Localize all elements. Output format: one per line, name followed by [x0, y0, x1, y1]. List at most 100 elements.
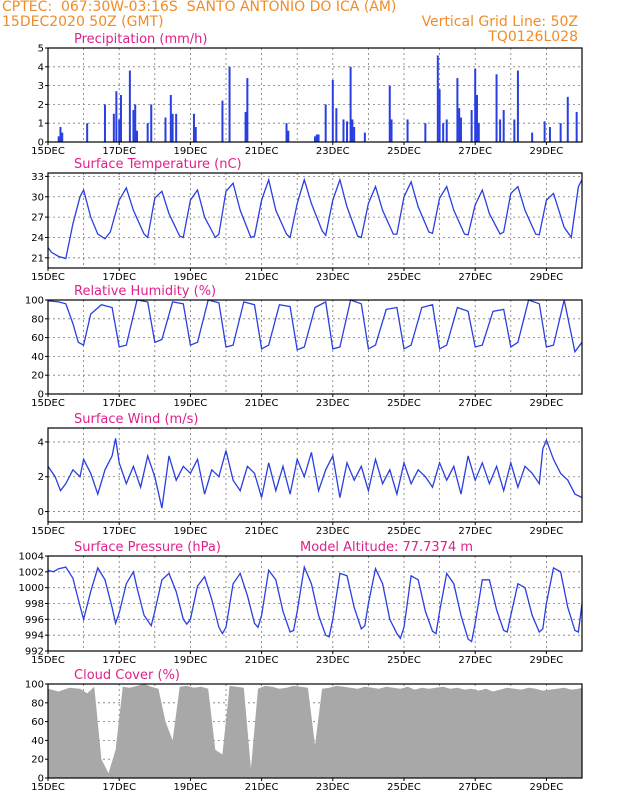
precipitation-bar	[458, 108, 461, 142]
precipitation-bar	[169, 95, 172, 142]
precipitation-bar	[459, 117, 462, 142]
temperature-ytick-label: 24	[31, 233, 44, 244]
humidity-ytick-label: 40	[31, 352, 44, 363]
wind-xtick-label: 15DEC	[31, 526, 65, 537]
precipitation-bar	[118, 119, 121, 142]
precipitation-bar	[314, 136, 316, 142]
precipitation-title: Precipitation (mm/h)	[74, 32, 207, 47]
precipitation-bar	[119, 95, 122, 142]
precipitation-bar	[363, 132, 366, 142]
precipitation-bar	[353, 126, 356, 142]
precipitation-bar	[171, 113, 174, 142]
pressure-xtick-label: 29DEC	[530, 655, 564, 666]
precipitation-bar	[86, 123, 89, 142]
precipitation-bar	[324, 104, 327, 142]
precipitation-bar	[543, 121, 546, 142]
wind-frame	[47, 427, 583, 523]
pressure-annotation: Model Altitude: 77.7374 m	[300, 540, 473, 555]
precipitation-bar	[335, 108, 338, 142]
humidity-ytick-label: 80	[31, 314, 44, 325]
precipitation-bar	[103, 104, 106, 142]
cloud-xtick-label: 25DEC	[387, 782, 421, 793]
precipitation-bar	[470, 110, 473, 142]
pressure-line	[47, 564, 583, 643]
pressure-xtick-label: 19DEC	[174, 655, 208, 666]
precipitation-bar	[474, 68, 477, 142]
precipitation-bar	[424, 123, 427, 142]
pressure-xtick-label: 27DEC	[458, 655, 492, 666]
wind-title: Surface Wind (m/s)	[74, 412, 198, 427]
precipitation-bar	[531, 132, 534, 142]
pressure-title: Surface Pressure (hPa)	[74, 540, 221, 555]
humidity-ytick-label: 60	[31, 333, 44, 344]
temperature-xtick-label: 25DEC	[387, 272, 421, 283]
precipitation-bar	[115, 91, 118, 142]
humidity-line	[47, 299, 583, 354]
cloud-xtick-label: 21DEC	[245, 782, 279, 793]
cloud-panel: 0 20 40 60 80 100 Cloud Cover (%) 15DEC 17DEC 19D…	[25, 668, 583, 793]
precipitation-bar	[175, 113, 178, 142]
cloud-xtick-label: 27DEC	[458, 782, 492, 793]
temperature-ytick-label: 30	[31, 192, 44, 203]
humidity-frame	[47, 299, 583, 395]
precipitation-bar	[346, 121, 349, 142]
wind-xtick-label: 27DEC	[458, 526, 492, 537]
precipitation-xtick-label: 29DEC	[530, 146, 564, 157]
cloud-xtick-label: 15DEC	[31, 782, 65, 793]
temperature-panel: 21 24 27 30 33 Surface Temperature (nC) 15DEC 1…	[31, 157, 583, 283]
humidity-xtick-label: 27DEC	[458, 398, 492, 409]
precipitation-xtick-label: 17DEC	[102, 146, 136, 157]
precipitation-bar	[475, 95, 478, 142]
precipitation-bar	[194, 126, 197, 142]
temperature-xtick-label: 19DEC	[174, 272, 208, 283]
temperature-line	[47, 177, 583, 260]
precipitation-bar	[164, 117, 167, 142]
precipitation-xtick-label: 21DEC	[245, 146, 279, 157]
precipitation-bar	[57, 136, 60, 142]
temperature-frame	[47, 172, 583, 269]
temperature-xtick-label: 15DEC	[31, 272, 65, 283]
precipitation-bar	[128, 70, 131, 142]
pressure-ytick-label: 1000	[19, 583, 44, 594]
precipitation-ytick-label: 2	[38, 100, 44, 111]
pressure-xtick-label: 23DEC	[316, 655, 350, 666]
cloud-ytick-label: 80	[31, 698, 44, 709]
precipitation-bar	[575, 111, 578, 142]
humidity-xtick-label: 25DEC	[387, 398, 421, 409]
station-title: CPTEC: 067:30W-03:16S SANTO ANTONIO DO I…	[2, 0, 397, 15]
precipitation-bar	[566, 96, 569, 142]
precipitation-bar	[132, 110, 135, 142]
cloud-ytick-label: 100	[25, 680, 44, 691]
temperature-xtick-label: 21DEC	[245, 272, 279, 283]
wind-ytick-label: 4	[38, 437, 44, 448]
model-code: TQ0126L028	[488, 29, 578, 45]
humidity-xtick-label: 15DEC	[31, 398, 65, 409]
cloud-title: Cloud Cover (%)	[74, 668, 180, 683]
chart-header: CPTEC: 067:30W-03:16S SANTO ANTONIO DO I…	[0, 0, 618, 48]
precipitation-bar	[342, 119, 345, 142]
precipitation-ytick-label: 1	[38, 119, 44, 130]
precipitation-bar	[331, 79, 334, 142]
precipitation-bar	[388, 85, 391, 142]
humidity-xtick-label: 21DEC	[245, 398, 279, 409]
pressure-ytick-label: 1004	[19, 552, 44, 563]
precipitation-bar	[436, 55, 439, 142]
wind-xtick-label: 19DEC	[174, 526, 208, 537]
precipitation-xtick-label: 19DEC	[174, 146, 208, 157]
precipitation-bar	[221, 100, 224, 142]
temperature-ytick-label: 27	[31, 213, 44, 224]
wind-xtick-label: 23DEC	[316, 526, 350, 537]
pressure-ytick-label: 998	[25, 599, 44, 610]
wind-ytick-label: 0	[38, 507, 44, 518]
precipitation-xtick-label: 23DEC	[316, 146, 350, 157]
cloud-ytick-label: 40	[31, 736, 44, 747]
precipitation-bar	[456, 78, 459, 142]
cloud-xtick-label: 19DEC	[174, 782, 208, 793]
cloud-ytick-label: 0	[38, 774, 44, 785]
cloud-ytick-label: 60	[31, 717, 44, 728]
cloud-frame	[47, 683, 583, 779]
pressure-xtick-label: 15DEC	[31, 655, 65, 666]
humidity-xtick-label: 29DEC	[530, 398, 564, 409]
precipitation-bar	[146, 123, 149, 142]
